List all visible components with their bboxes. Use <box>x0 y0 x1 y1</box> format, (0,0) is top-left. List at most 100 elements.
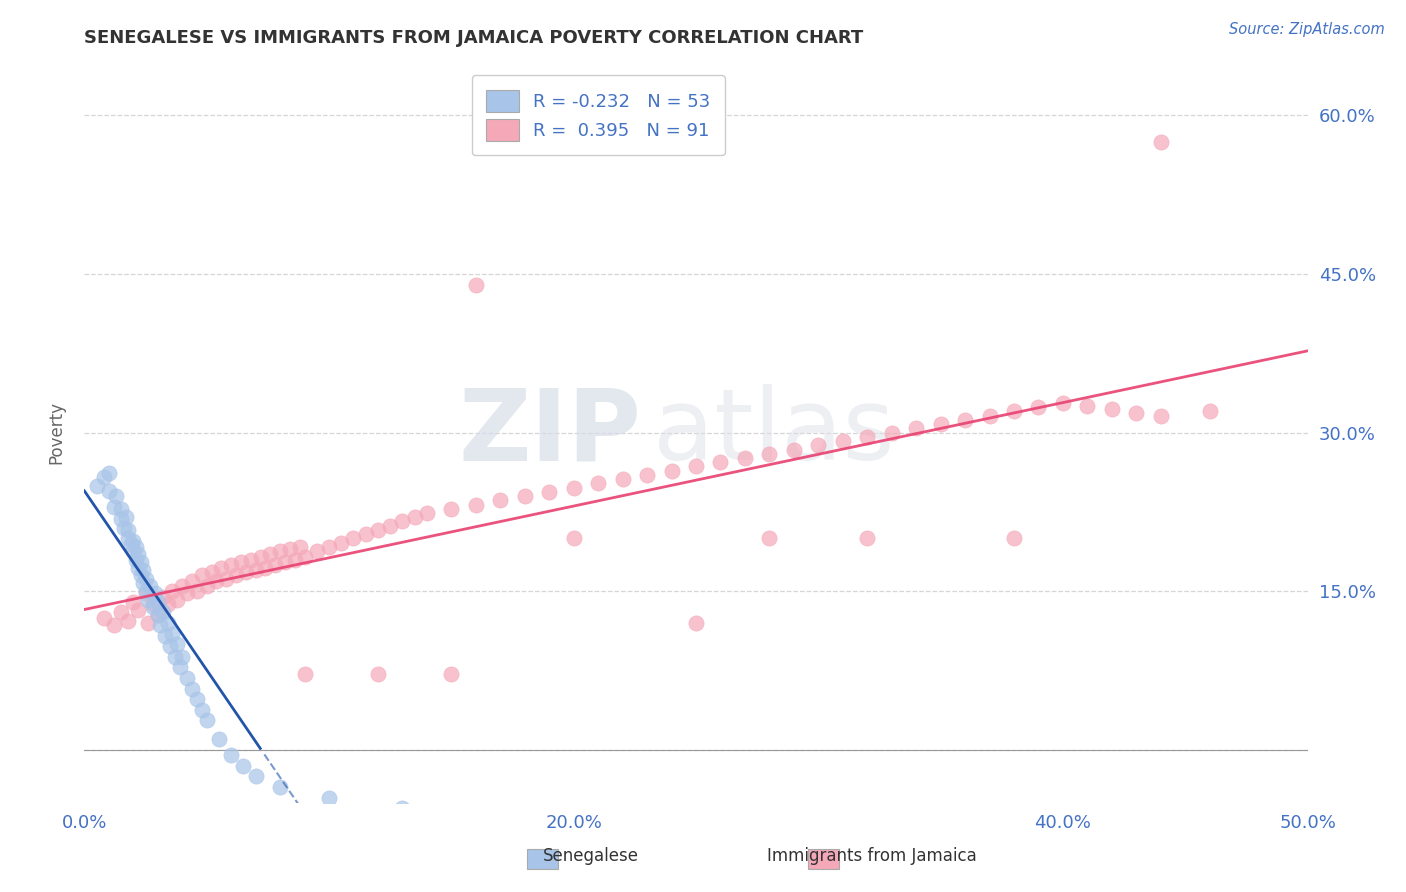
Text: SENEGALESE VS IMMIGRANTS FROM JAMAICA POVERTY CORRELATION CHART: SENEGALESE VS IMMIGRANTS FROM JAMAICA PO… <box>84 29 863 47</box>
Point <box>166 592 188 607</box>
Point <box>612 472 634 486</box>
Point <box>112 521 135 535</box>
Point <box>636 467 658 482</box>
Point <box>880 425 903 440</box>
Point <box>562 481 585 495</box>
Point <box>1198 404 1220 418</box>
Point <box>391 801 413 815</box>
Point <box>149 618 172 632</box>
Point <box>367 666 389 681</box>
Point <box>127 561 149 575</box>
Point <box>103 618 125 632</box>
Point <box>1002 532 1025 546</box>
Text: Senegalese: Senegalese <box>543 847 638 865</box>
Point <box>232 758 254 772</box>
Point <box>380 518 402 533</box>
Point <box>259 547 281 561</box>
Point <box>120 537 142 551</box>
Point <box>191 568 214 582</box>
Point <box>219 558 242 572</box>
Point <box>979 409 1001 423</box>
Point <box>278 541 301 556</box>
Point <box>142 600 165 615</box>
Point <box>205 574 228 588</box>
Point <box>176 671 198 685</box>
Point <box>103 500 125 514</box>
Point <box>146 595 169 609</box>
Point <box>181 681 204 696</box>
Point <box>225 568 247 582</box>
Point <box>245 563 267 577</box>
Point <box>162 584 184 599</box>
Point <box>209 561 232 575</box>
Point <box>135 586 157 600</box>
Point <box>284 552 307 566</box>
Point <box>172 579 194 593</box>
Point <box>758 447 780 461</box>
Point <box>117 532 139 546</box>
Point <box>318 790 340 805</box>
Point <box>464 498 486 512</box>
Point <box>513 489 536 503</box>
Point <box>440 501 463 516</box>
Point <box>404 510 426 524</box>
Point <box>269 544 291 558</box>
Point <box>93 470 115 484</box>
Point <box>264 558 287 572</box>
Point <box>156 597 179 611</box>
Point <box>195 714 218 728</box>
Point <box>110 512 132 526</box>
Point <box>391 515 413 529</box>
Point <box>489 493 512 508</box>
Point <box>562 532 585 546</box>
Y-axis label: Poverty: Poverty <box>48 401 66 464</box>
Point <box>208 732 231 747</box>
Point <box>239 552 262 566</box>
Point <box>105 489 128 503</box>
Point <box>143 586 166 600</box>
Point <box>538 484 561 499</box>
Point <box>97 483 120 498</box>
Point <box>215 572 238 586</box>
Point <box>367 523 389 537</box>
Point <box>172 649 194 664</box>
Point <box>294 550 316 565</box>
Point <box>661 464 683 478</box>
Point <box>86 478 108 492</box>
Point <box>953 413 976 427</box>
Point <box>1101 402 1123 417</box>
Point <box>1052 396 1074 410</box>
Point <box>783 442 806 457</box>
Point <box>129 555 152 569</box>
Point <box>127 547 149 561</box>
Point <box>127 603 149 617</box>
Point <box>129 568 152 582</box>
Point <box>117 523 139 537</box>
Point <box>156 615 179 630</box>
Point <box>685 459 707 474</box>
Point <box>856 430 879 444</box>
Point <box>229 555 252 569</box>
Point <box>136 615 159 630</box>
Point <box>136 592 159 607</box>
Point <box>1028 401 1050 415</box>
Point <box>153 629 176 643</box>
Point <box>354 527 377 541</box>
Point <box>132 563 155 577</box>
Point <box>318 540 340 554</box>
Text: ZIP: ZIP <box>458 384 641 481</box>
Point <box>152 590 174 604</box>
Point <box>146 607 169 622</box>
Point <box>117 614 139 628</box>
Point <box>734 450 756 465</box>
Point <box>125 540 148 554</box>
Point <box>685 615 707 630</box>
Point <box>162 626 184 640</box>
Point <box>93 611 115 625</box>
Point <box>416 506 439 520</box>
Point <box>342 532 364 546</box>
Point <box>152 606 174 620</box>
Point <box>245 769 267 783</box>
Point <box>110 501 132 516</box>
Text: Immigrants from Jamaica: Immigrants from Jamaica <box>766 847 977 865</box>
